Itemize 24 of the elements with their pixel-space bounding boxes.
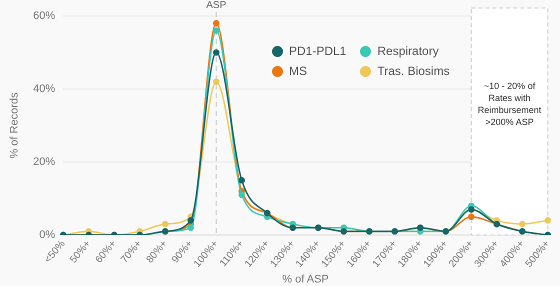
point bbox=[238, 177, 245, 184]
legend-label: PD1-PDL1 bbox=[289, 44, 346, 58]
ref-line-label: ASP bbox=[206, 0, 227, 11]
point bbox=[212, 20, 220, 27]
point bbox=[187, 224, 194, 231]
y-tick-label: 40% bbox=[33, 83, 56, 96]
point bbox=[519, 220, 526, 228]
point bbox=[212, 27, 220, 34]
point bbox=[238, 192, 245, 198]
point bbox=[162, 220, 168, 228]
legend-label: MS bbox=[289, 64, 307, 78]
y-axis-title: % of Records bbox=[8, 92, 21, 159]
point bbox=[468, 214, 475, 220]
point bbox=[212, 49, 220, 56]
band-label: ~10 - 20% of Rates with Reimbursement >200% ASP bbox=[478, 81, 542, 128]
legend-label: Tras. Biosims bbox=[377, 64, 450, 78]
y-tick-label: 20% bbox=[33, 156, 56, 168]
point bbox=[187, 217, 194, 224]
x-axis-title: % of ASP bbox=[282, 273, 329, 286]
point bbox=[544, 217, 552, 224]
y-tick-label: 0% bbox=[39, 229, 56, 242]
point bbox=[212, 78, 220, 85]
legend-label: Respiratory bbox=[377, 44, 439, 58]
y-tick-label: 60% bbox=[33, 10, 56, 22]
